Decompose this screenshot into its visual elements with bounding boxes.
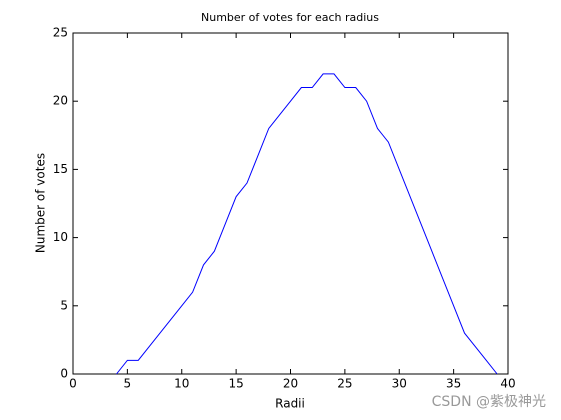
x-tick-label: 5 xyxy=(124,377,132,391)
y-tick-label: 5 xyxy=(60,298,68,312)
chart-title: Number of votes for each radius xyxy=(201,11,379,24)
plot-box xyxy=(72,32,509,375)
y-tick-label: 0 xyxy=(60,367,68,381)
watermark: CSDN @紫极神光 xyxy=(432,394,546,410)
y-tick-label: 15 xyxy=(53,162,68,176)
x-tick-label: 30 xyxy=(392,377,407,391)
x-tick-label: 10 xyxy=(174,377,189,391)
y-tick-label: 10 xyxy=(53,230,68,244)
x-tick-label: 25 xyxy=(337,377,352,391)
x-tick-label: 0 xyxy=(69,377,77,391)
y-tick-label: 25 xyxy=(53,26,68,40)
y-axis-label: Number of votes xyxy=(34,153,48,253)
y-tick-label: 20 xyxy=(53,94,68,108)
x-axis-label: Radii xyxy=(275,397,305,411)
x-tick-label: 40 xyxy=(500,377,515,391)
x-tick-label: 15 xyxy=(228,377,243,391)
data-line xyxy=(116,73,498,375)
x-tick-label: 35 xyxy=(446,377,461,391)
x-tick-label: 20 xyxy=(283,377,298,391)
